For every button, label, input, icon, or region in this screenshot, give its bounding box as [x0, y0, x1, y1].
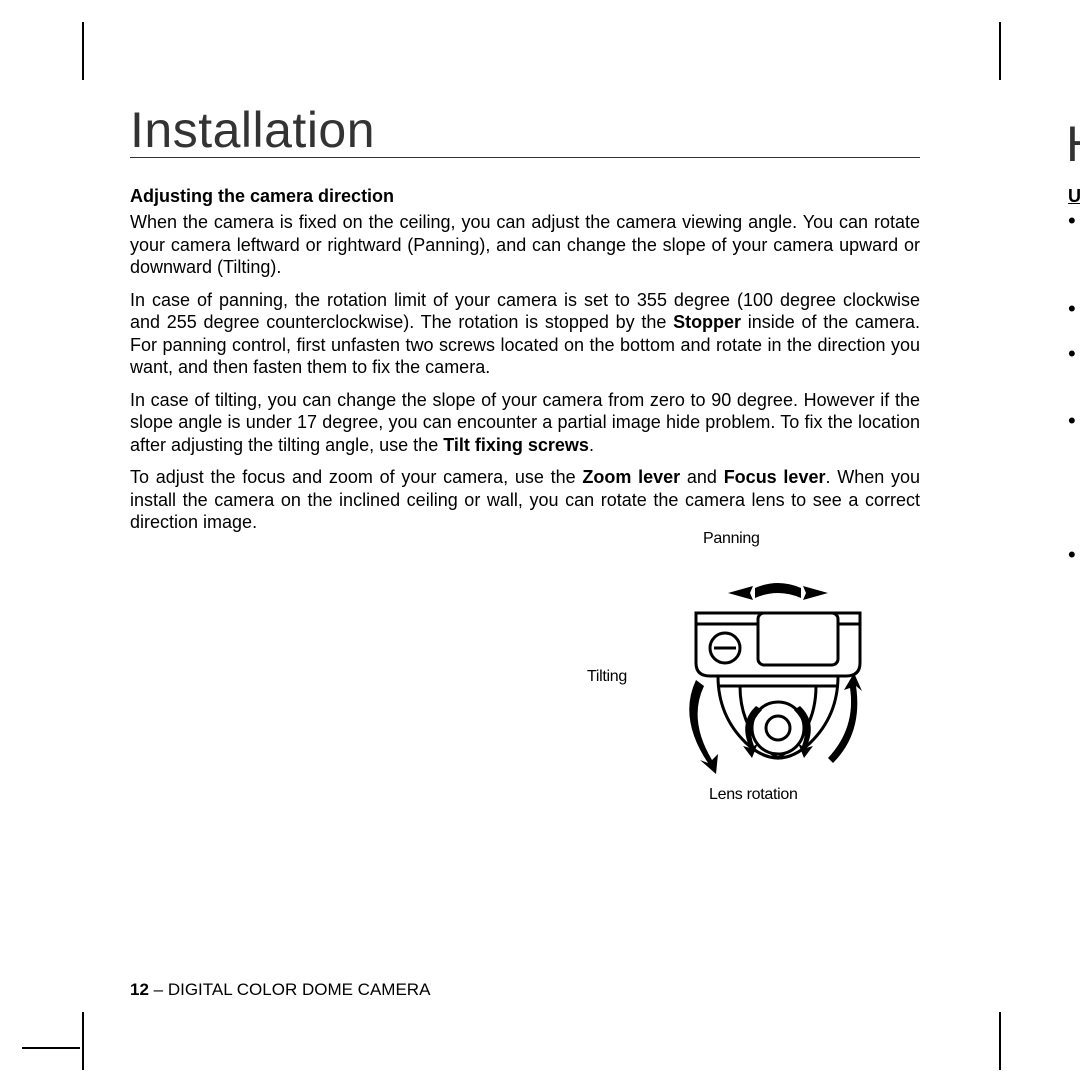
paragraph-1: When the camera is fixed on the ceiling,…	[130, 211, 920, 279]
text: and	[680, 467, 724, 487]
crop-mark	[999, 1012, 1001, 1070]
paragraph-4: To adjust the focus and zoom of your cam…	[130, 466, 920, 534]
label-tilting: Tilting	[587, 668, 627, 686]
page-number: 12	[130, 980, 149, 999]
text: To adjust the focus and zoom of your cam…	[130, 467, 582, 487]
paragraph-3: In case of tilting, you can change the s…	[130, 389, 920, 457]
edge-bullet: •	[1068, 410, 1076, 432]
paragraph-2: In case of panning, the rotation limit o…	[130, 289, 920, 379]
text: .	[589, 435, 594, 455]
edge-bullet: •	[1068, 343, 1076, 365]
page-content: Installation Adjusting the camera direct…	[130, 105, 920, 838]
footer-sep: –	[149, 980, 168, 999]
page-footer: 12 – DIGITAL COLOR DOME CAMERA	[130, 980, 430, 1000]
crop-mark	[82, 1012, 84, 1070]
edge-bullet: •	[1068, 544, 1076, 566]
bold-stopper: Stopper	[673, 312, 741, 332]
edge-bullet: •	[1068, 210, 1076, 232]
bold-zoom-lever: Zoom lever	[582, 467, 680, 487]
edge-letter: H	[1066, 115, 1080, 173]
label-panning: Panning	[703, 530, 760, 548]
title-rule: Installation	[130, 105, 920, 158]
diagram-area: Panning Tilting Lens rotation	[130, 538, 920, 838]
crop-mark	[82, 22, 84, 80]
footer-text: DIGITAL COLOR DOME CAMERA	[168, 980, 431, 999]
crop-mark	[999, 22, 1001, 80]
crop-mark	[22, 1047, 80, 1049]
edge-bullet: •	[1068, 298, 1076, 320]
section-subhead: Adjusting the camera direction	[130, 186, 920, 207]
bold-focus-lever: Focus lever	[724, 467, 826, 487]
label-lens-rotation: Lens rotation	[709, 786, 798, 804]
bold-tilt-fixing-screws: Tilt fixing screws	[443, 435, 589, 455]
page-title: Installation	[130, 105, 920, 155]
camera-diagram	[668, 568, 888, 788]
edge-u: U	[1068, 186, 1080, 207]
